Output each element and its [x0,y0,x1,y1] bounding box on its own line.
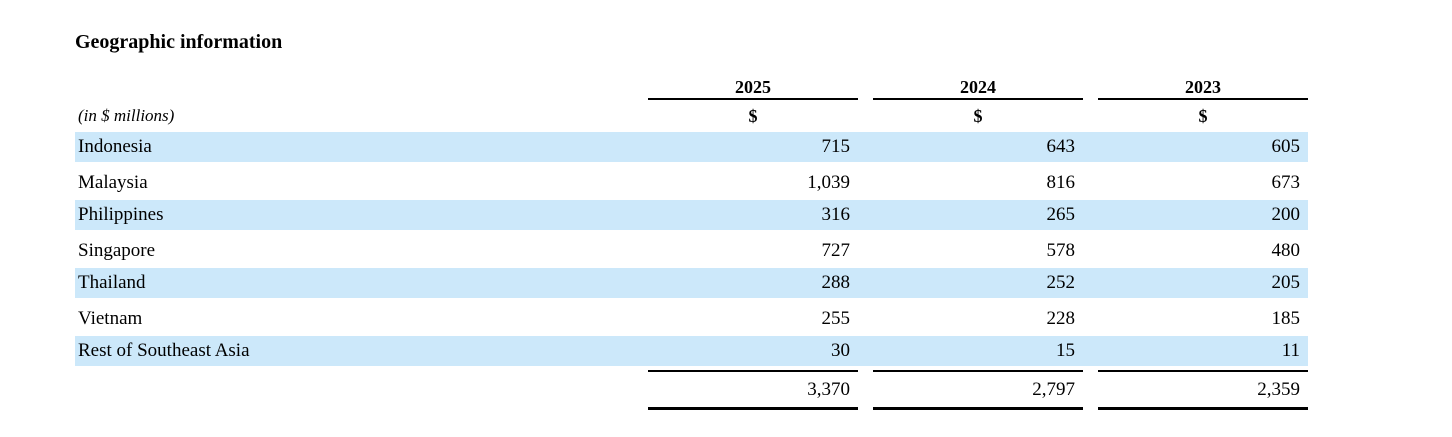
row-value-2023: 673 [1271,172,1301,193]
row-value-2023: 185 [1271,308,1301,329]
section-title: Geographic information [75,31,283,53]
column-gap [858,76,873,100]
row-rest-of-southeast-asia: Rest of Southeast Asia 30 15 11 [75,336,1308,370]
row-value-2023: 205 [1271,272,1301,293]
column-gap [1083,302,1098,336]
row-singapore: Singapore 727 578 480 [75,234,1308,268]
currency-symbol-2024: $ [973,105,983,126]
row-value-2023: 11 [1281,340,1300,361]
column-gap [1083,336,1098,366]
row-value-2025: 727 [821,240,851,261]
column-gap [1083,370,1098,410]
row-value-2025: 30 [831,340,850,361]
row-value-2024: 265 [1046,204,1076,225]
year-header-2024: 2024 [873,76,1083,100]
row-thailand: Thailand 288 252 205 [75,268,1308,302]
row-total: 3,370 2,797 2,359 [75,370,1308,410]
column-gap [858,302,873,336]
currency-symbol-2025: $ [748,105,758,126]
row-label: Rest of Southeast Asia [78,340,250,361]
year-header-2025: 2025 [648,76,858,100]
row-value-2025: 255 [821,308,851,329]
row-value-2025: 715 [821,136,851,157]
total-value-2025: 3,370 [648,370,858,410]
currency-symbol-2023: $ [1198,105,1208,126]
column-gap [1083,166,1098,200]
row-label: Vietnam [78,308,143,329]
row-value-2024: 252 [1046,272,1076,293]
row-label: Indonesia [78,136,152,157]
column-gap [1083,200,1098,230]
row-value-2024: 15 [1056,340,1075,361]
column-gap [1083,100,1098,132]
column-gap [858,268,873,298]
row-value-2023: 480 [1271,240,1301,261]
row-vietnam: Vietnam 255 228 185 [75,302,1308,336]
row-value-2023: 605 [1271,136,1301,157]
row-indonesia: Indonesia 715 643 605 [75,132,1308,166]
row-value-2024: 228 [1046,308,1076,329]
row-label: Singapore [78,240,156,261]
column-gap [858,234,873,268]
column-gap [1083,76,1098,100]
total-value-2024: 2,797 [873,370,1083,410]
currency-header-row: (in $ millions) $ $ $ [75,100,1308,132]
row-label: Philippines [78,204,164,225]
column-gap [858,132,873,162]
unit-label: (in $ millions) [78,106,175,125]
column-gap [858,100,873,132]
column-gap [1083,132,1098,162]
column-gap [1083,234,1098,268]
row-value-2024: 643 [1046,136,1076,157]
row-value-2025: 316 [821,204,851,225]
row-malaysia: Malaysia 1,039 816 673 [75,166,1308,200]
total-label-spacer [75,370,648,410]
row-label: Malaysia [78,172,148,193]
geographic-table: 2025 2024 2023 (in $ millions) $ $ $ Ind… [75,76,1308,410]
row-value-2023: 200 [1271,204,1301,225]
row-value-2025: 1,039 [807,172,850,193]
total-value-2023: 2,359 [1098,370,1308,410]
column-gap [858,200,873,230]
column-gap [858,166,873,200]
row-value-2024: 816 [1046,172,1076,193]
row-label: Thailand [78,272,146,293]
year-header-spacer [75,76,648,100]
column-gap [858,336,873,366]
row-philippines: Philippines 316 265 200 [75,200,1308,234]
year-header-2023: 2023 [1098,76,1308,100]
column-gap [858,370,873,410]
year-header-row: 2025 2024 2023 [75,76,1308,100]
row-value-2024: 578 [1046,240,1076,261]
row-value-2025: 288 [821,272,851,293]
column-gap [1083,268,1098,298]
